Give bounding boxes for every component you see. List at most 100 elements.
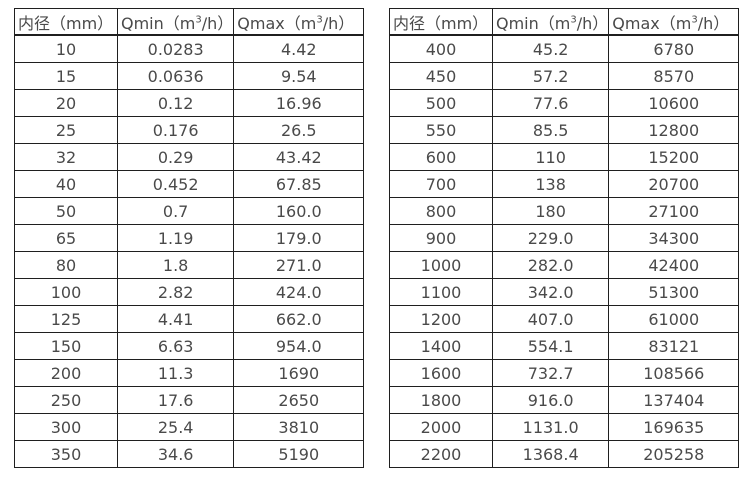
table-cell: 34.6 — [116, 440, 235, 468]
table-cell: 0.452 — [116, 170, 235, 198]
table-cell: 108566 — [608, 359, 740, 387]
table-cell: 1.8 — [116, 251, 235, 279]
table-cell: 0.7 — [116, 197, 235, 225]
table-cell: 77.6 — [491, 89, 610, 117]
table-cell: 51300 — [608, 278, 740, 306]
header-cell: 内径（mm） — [389, 8, 493, 36]
table-row: 100 2.82 424.0 — [14, 278, 365, 306]
table-cell: 20 — [14, 89, 118, 117]
table-row: 1000 282.0 42400 — [389, 251, 740, 279]
table-cell: 25 — [14, 116, 118, 144]
table-cell: 1100 — [389, 278, 493, 306]
table-row: 50 0.7 160.0 — [14, 197, 365, 225]
table-cell: 2650 — [233, 386, 365, 414]
table-cell: 138 — [491, 170, 610, 198]
flow-range-table-large-diameters: 内径（mm） Qmin（m3/h） Qmax（m3/h） 400 45.2 6780 45… — [389, 8, 740, 468]
table-cell: 57.2 — [491, 62, 610, 90]
table-row: 600 110 15200 — [389, 143, 740, 171]
header-cell: Qmin（m3/h） — [491, 8, 610, 36]
table-cell: 1000 — [389, 251, 493, 279]
table-cell: 1131.0 — [491, 413, 610, 441]
table-row: 500 77.6 10600 — [389, 89, 740, 117]
table-cell: 9.54 — [233, 62, 365, 90]
table-cell: 50 — [14, 197, 118, 225]
table-cell: 169635 — [608, 413, 740, 441]
table-cell: 34300 — [608, 224, 740, 252]
table-cell: 800 — [389, 197, 493, 225]
table-cell: 250 — [14, 386, 118, 414]
table-cell: 2200 — [389, 440, 493, 468]
header-cell: Qmax（m3/h） — [233, 8, 365, 36]
table-body: 400 45.2 6780 450 57.2 8570 500 77.6 10600 550 85.… — [389, 34, 740, 468]
table-cell: 205258 — [608, 440, 740, 468]
table-cell: 17.6 — [116, 386, 235, 414]
table-row: 200 11.3 1690 — [14, 359, 365, 387]
table-row: 350 34.6 5190 — [14, 440, 365, 468]
table-header-row: 内径（mm） Qmin（m3/h） Qmax（m3/h） — [14, 8, 365, 36]
table-row: 700 138 20700 — [389, 170, 740, 198]
table-cell: 100 — [14, 278, 118, 306]
table-cell: 700 — [389, 170, 493, 198]
table-row: 800 180 27100 — [389, 197, 740, 225]
flow-range-table-small-diameters: 内径（mm） Qmin（m3/h） Qmax（m3/h） 10 0.0283 4.42 1… — [14, 8, 365, 468]
table-cell: 900 — [389, 224, 493, 252]
table-row: 1200 407.0 61000 — [389, 305, 740, 333]
table-cell: 12800 — [608, 116, 740, 144]
table-header-row: 内径（mm） Qmin（m3/h） Qmax（m3/h） — [389, 8, 740, 36]
table-row: 450 57.2 8570 — [389, 62, 740, 90]
table-cell: 916.0 — [491, 386, 610, 414]
table-cell: 407.0 — [491, 305, 610, 333]
table-cell: 11.3 — [116, 359, 235, 387]
table-cell: 15 — [14, 62, 118, 90]
table-cell: 2000 — [389, 413, 493, 441]
table-row: 1600 732.7 108566 — [389, 359, 740, 387]
table-cell: 4.42 — [233, 34, 365, 63]
table-cell: 10600 — [608, 89, 740, 117]
table-cell: 554.1 — [491, 332, 610, 360]
table-row: 1400 554.1 83121 — [389, 332, 740, 360]
table-cell: 200 — [14, 359, 118, 387]
table-cell: 137404 — [608, 386, 740, 414]
table-cell: 0.0283 — [116, 34, 235, 63]
table-cell: 350 — [14, 440, 118, 468]
table-cell: 500 — [389, 89, 493, 117]
header-cell: Qmin（m3/h） — [116, 8, 235, 36]
table-cell: 6780 — [608, 34, 740, 63]
table-cell: 10 — [14, 34, 118, 63]
table-row: 32 0.29 43.42 — [14, 143, 365, 171]
table-row: 10 0.0283 4.42 — [14, 34, 365, 63]
table-cell: 125 — [14, 305, 118, 333]
table-cell: 282.0 — [491, 251, 610, 279]
table-cell: 0.29 — [116, 143, 235, 171]
table-cell: 180 — [491, 197, 610, 225]
table-cell: 4.41 — [116, 305, 235, 333]
table-row: 550 85.5 12800 — [389, 116, 740, 144]
table-row: 900 229.0 34300 — [389, 224, 740, 252]
table-cell: 424.0 — [233, 278, 365, 306]
table-cell: 229.0 — [491, 224, 610, 252]
table-row: 65 1.19 179.0 — [14, 224, 365, 252]
table-row: 400 45.2 6780 — [389, 34, 740, 63]
table-cell: 0.176 — [116, 116, 235, 144]
table-cell: 271.0 — [233, 251, 365, 279]
table-cell: 1800 — [389, 386, 493, 414]
table-cell: 25.4 — [116, 413, 235, 441]
table-row: 25 0.176 26.5 — [14, 116, 365, 144]
table-row: 1800 916.0 137404 — [389, 386, 740, 414]
table-cell: 550 — [389, 116, 493, 144]
table-cell: 40 — [14, 170, 118, 198]
table-cell: 3810 — [233, 413, 365, 441]
table-cell: 110 — [491, 143, 610, 171]
table-cell: 16.96 — [233, 89, 365, 117]
table-cell: 45.2 — [491, 34, 610, 63]
table-cell: 300 — [14, 413, 118, 441]
table-row: 80 1.8 271.0 — [14, 251, 365, 279]
table-cell: 20700 — [608, 170, 740, 198]
table-cell: 61000 — [608, 305, 740, 333]
table-cell: 160.0 — [233, 197, 365, 225]
header-cell: Qmax（m3/h） — [608, 8, 740, 36]
table-cell: 600 — [389, 143, 493, 171]
table-row: 2000 1131.0 169635 — [389, 413, 740, 441]
table-cell: 65 — [14, 224, 118, 252]
